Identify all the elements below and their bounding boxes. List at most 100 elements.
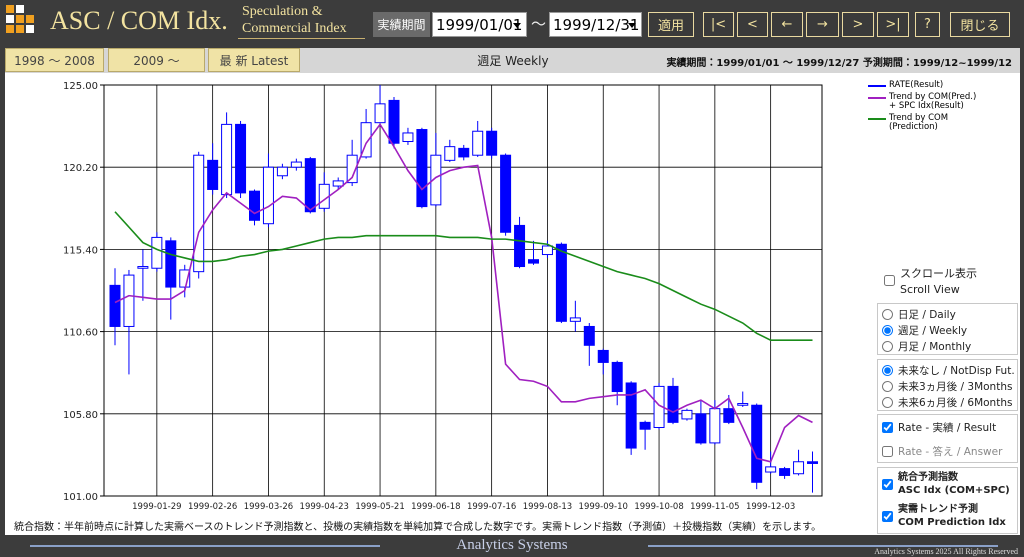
checkbox[interactable] [882, 478, 893, 490]
app-subtitle: Speculation & Commercial Index [242, 3, 347, 37]
header-button[interactable]: 適用 [648, 12, 694, 37]
candle-body [360, 122, 372, 158]
candle-body [374, 103, 386, 124]
option-group: Rate - 実績 / Result Rate - 答え / Answer [877, 414, 1018, 463]
header-button[interactable]: 閉じる [950, 12, 1010, 37]
candle-body [472, 130, 484, 156]
x-tick-label: 1999-09-10 [579, 502, 628, 512]
candle-body [165, 240, 177, 288]
candle-body [765, 466, 777, 473]
legend-entry: Trend by COM(Pred.) + SPC Idx(Result) [868, 91, 1018, 112]
period-tab[interactable]: 最 新 Latest [208, 48, 300, 72]
candle-body [681, 409, 693, 420]
candle-body [151, 236, 163, 269]
checkbox[interactable] [882, 422, 893, 433]
option-text: 実需トレンド予測 COM Prediction Idx [898, 503, 1006, 529]
radio-button[interactable] [882, 325, 893, 336]
x-tick-label: 1999-06-18 [411, 502, 460, 512]
candle-body [262, 166, 274, 225]
candle-body [123, 274, 135, 327]
header-button[interactable]: |< [703, 12, 734, 37]
x-tick-label: 1999-04-23 [300, 502, 349, 512]
candle-body [695, 413, 707, 444]
footer-rule [648, 545, 998, 547]
option-label: 週足 / Weekly [898, 325, 968, 337]
x-tick-label: 1999-03-26 [244, 502, 293, 512]
option-line: COM Prediction Idx [898, 517, 1006, 528]
x-tick-label: 1999-11-05 [690, 502, 739, 512]
option: 未来3ヵ月後 / 3Months [882, 379, 1012, 394]
x-tick-label: 1999-12-03 [746, 502, 795, 512]
candle-body [500, 154, 512, 233]
legend-label: RATE(Result) [889, 80, 944, 90]
legend-label: Trend by COM (Prediction) [889, 112, 949, 132]
candle-body [751, 404, 763, 483]
candle-body [597, 349, 609, 363]
candle-body [514, 224, 526, 268]
candle-body [555, 243, 567, 322]
legend-swatch [868, 117, 886, 120]
legend-label: Trend by COM(Pred.) + SPC Idx(Result) [889, 91, 977, 111]
option: 週足 / Weekly [882, 323, 967, 338]
caption: 統合指数：半年前時点に計算した実需ベースのトレンド予測指数と、投機の実績指数を単… [14, 522, 822, 533]
candle-body [221, 123, 233, 196]
candle-body [458, 147, 470, 158]
header-button[interactable]: < [737, 12, 768, 37]
checkbox[interactable] [882, 510, 893, 522]
option-label: Rate - 実績 / Result [898, 422, 997, 434]
radio-button[interactable] [882, 397, 893, 408]
period-label: 実績期間 [373, 12, 430, 37]
footer-rule [30, 545, 380, 547]
view-title: 週足 Weekly [477, 54, 549, 68]
main-panel [5, 73, 1020, 535]
candle-body [737, 403, 749, 406]
candle-body [625, 382, 637, 449]
candle-body [528, 259, 539, 264]
header-button[interactable]: ← [771, 12, 803, 37]
option-line: ASC Idx (COM+SPC) [898, 485, 1010, 496]
candle-body [430, 154, 442, 206]
subtitle-line: Commercial Index [242, 21, 347, 36]
checkbox[interactable] [884, 275, 895, 286]
y-tick-label: 101.00 [63, 492, 98, 503]
candle-body [276, 166, 288, 177]
radio-button[interactable] [882, 381, 893, 392]
period-tab[interactable]: 2009 ～ [108, 48, 205, 72]
y-tick-label: 125.00 [63, 81, 98, 92]
option-line: 統合予測指数 [898, 472, 958, 483]
start-date-select[interactable]: 1999/01/01 [432, 12, 527, 37]
plot-frame [103, 84, 823, 497]
option: 未来6ヵ月後 / 6Months [882, 395, 1012, 410]
candle-body [137, 266, 149, 269]
candle-body [332, 180, 344, 187]
candle-body [667, 385, 679, 423]
subtitle-line: Speculation & [242, 4, 323, 19]
header-button[interactable]: >| [877, 12, 909, 37]
candle-body [416, 129, 428, 208]
x-tick-label: 1999-01-29 [132, 502, 181, 512]
end-date-select[interactable]: 1999/12/31 [549, 12, 642, 37]
radio-button[interactable] [882, 341, 893, 352]
option-group: 統合予測指数 ASC Idx (COM+SPC) 実需トレンド予測 COM Predi… [877, 467, 1018, 534]
header-button[interactable]: > [842, 12, 874, 37]
header-button[interactable]: ? [915, 12, 940, 37]
candle-body [304, 158, 316, 213]
option-line: スクロール表示 [900, 267, 977, 280]
radio-button[interactable] [882, 309, 893, 320]
option: Rate - 実績 / Result [882, 420, 996, 435]
x-tick-label: 1999-07-16 [467, 502, 516, 512]
candle-body [779, 468, 791, 476]
trend-line [114, 211, 813, 341]
radio-button[interactable] [882, 365, 893, 376]
option-label: 月足 / Monthly [898, 341, 972, 353]
option-label: 未来なし / NotDisp Fut. [898, 365, 1015, 377]
period-tab[interactable]: 1998 ～ 2008 [5, 48, 104, 72]
period-info: 実績期間：1999/01/01 ～ 1999/12/27 予測期間：1999/1… [666, 58, 1012, 69]
candle-body [486, 130, 498, 156]
candle-body [444, 146, 456, 161]
y-tick-label: 110.60 [63, 328, 98, 339]
legend-swatch [868, 96, 886, 99]
checkbox[interactable] [882, 446, 893, 457]
header-button[interactable]: → [806, 12, 839, 37]
